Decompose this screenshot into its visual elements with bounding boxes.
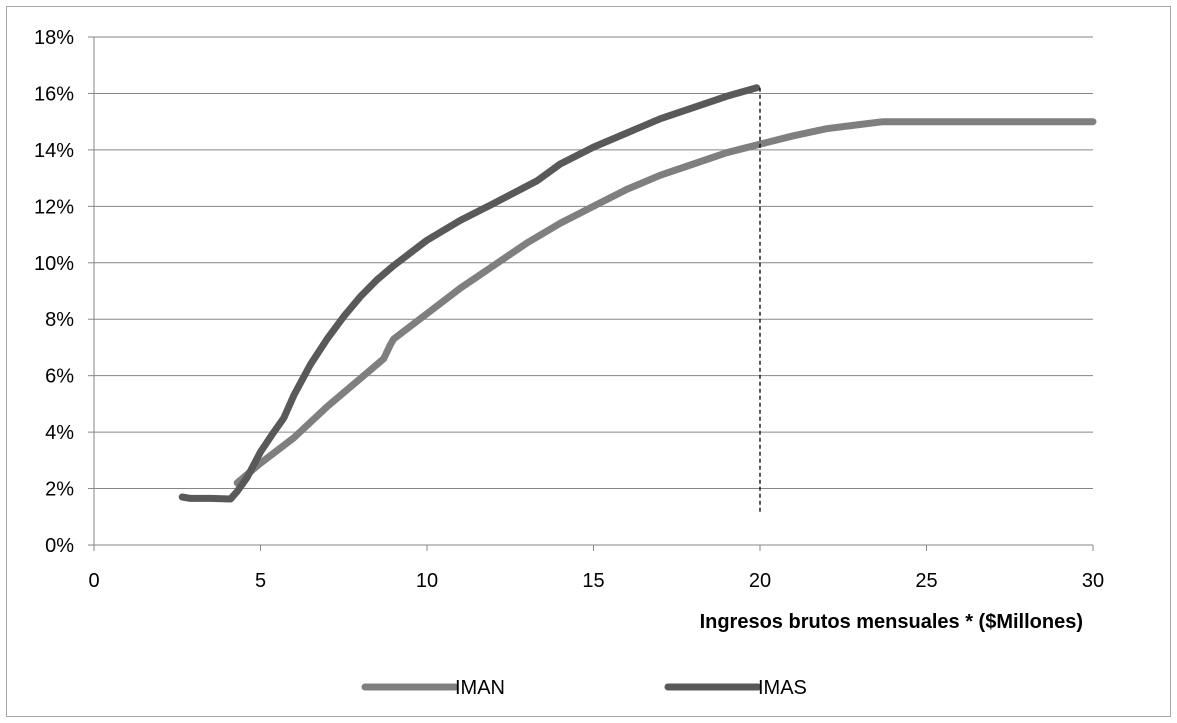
x-axis-label: Ingresos brutos mensuales * ($Millones) — [700, 611, 1083, 633]
series-lines — [178, 84, 1097, 503]
x-tick-label: 30 — [1082, 570, 1104, 592]
y-tick-label: 14% — [34, 140, 74, 162]
x-tick-label: 20 — [749, 570, 771, 592]
legend: IMAN IMAS — [361, 677, 807, 699]
legend-label-imas: IMAS — [758, 677, 807, 699]
legend-label-iman: IMAN — [455, 677, 505, 699]
series-line-iman — [233, 118, 1097, 487]
x-tick-label: 15 — [582, 570, 604, 592]
y-tick-label: 12% — [34, 196, 74, 218]
x-tick-label: 0 — [88, 570, 99, 592]
y-tick-label: 0% — [45, 535, 74, 557]
tick-labels: 0% 2% 4% 6% 8% 10% 12% 14% 16% 18% 0 5 10 15 20 25 30 — [34, 27, 1104, 592]
series-line-imas — [178, 84, 761, 503]
y-tick-label: 6% — [45, 366, 74, 388]
axes — [88, 36, 1094, 551]
y-tick-label: 18% — [34, 27, 74, 49]
gridlines — [94, 36, 1093, 490]
y-tick-label: 8% — [45, 309, 74, 331]
y-tick-label: 16% — [34, 83, 74, 105]
y-tick-label: 4% — [45, 422, 74, 444]
x-tick-label: 5 — [255, 570, 266, 592]
x-tick-label: 25 — [915, 570, 937, 592]
y-tick-label: 2% — [45, 479, 74, 501]
y-tick-label: 10% — [34, 253, 74, 275]
x-tick-label: 10 — [416, 570, 438, 592]
